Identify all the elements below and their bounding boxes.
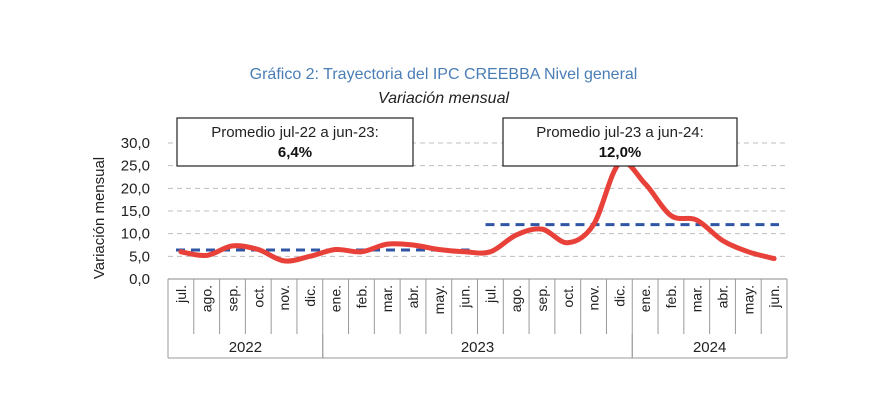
y-tick-label: 20,0	[121, 180, 150, 197]
y-axis-label: Variación mensual	[91, 157, 108, 279]
x-tick-label: dic.	[302, 285, 318, 307]
x-tick-label: sep.	[224, 285, 240, 311]
x-tick-label: ene.	[637, 285, 653, 312]
average-box	[502, 117, 738, 167]
average-lines	[176, 223, 779, 252]
x-tick-label: dic.	[611, 285, 627, 307]
y-tick-label: 10,0	[121, 226, 150, 243]
chart-title: Gráfico 2: Trayectoria del IPC CREEBBA N…	[249, 66, 638, 83]
x-tick-label: mar.	[689, 285, 705, 312]
x-tick-label: oct.	[560, 285, 576, 308]
x-tick-label: may.	[431, 285, 447, 314]
x-tick-label: abr.	[715, 285, 731, 308]
x-tick-label: mar.	[379, 285, 395, 312]
year-label: 2023	[461, 339, 494, 356]
x-tick-label: may.	[740, 285, 756, 314]
year-label: 2022	[229, 339, 262, 356]
average-box	[176, 117, 414, 167]
average-box-value: 12,0%	[599, 144, 642, 161]
average-box-value: 6,4%	[278, 144, 312, 161]
y-tick-label: 0,0	[129, 271, 150, 288]
x-tick-label: jul.	[482, 285, 498, 304]
x-tick-label: feb.	[663, 285, 679, 308]
y-tick-label: 5,0	[129, 248, 150, 265]
x-tick-label: ago.	[199, 285, 215, 312]
y-tick-label: 25,0	[121, 158, 150, 175]
chart-subtitle: Variación mensual	[377, 90, 510, 107]
x-tick-label: oct.	[250, 285, 266, 308]
x-tick-label: feb.	[353, 285, 369, 308]
x-tick-label: jul.	[173, 285, 189, 304]
y-tick-label: 15,0	[121, 203, 150, 220]
average-box-label: Promedio jul-22 a jun-23:	[211, 124, 379, 141]
average-box-label: Promedio jul-23 a jun-24:	[536, 124, 704, 141]
x-tick-label: nov.	[586, 285, 602, 310]
x-tick-label: jun.	[457, 285, 473, 309]
x-tick-label: ene.	[328, 285, 344, 312]
x-tick-label: nov.	[276, 285, 292, 310]
y-tick-label: 30,0	[121, 135, 150, 152]
x-axis: jul. ago. sep. oct. nov. dic. ene. feb. mar. abr.…	[167, 278, 788, 359]
series-path	[178, 159, 777, 264]
year-label: 2024	[693, 339, 726, 356]
x-tick-label: ago.	[508, 285, 524, 312]
series-line	[178, 159, 777, 264]
x-tick-label: abr.	[405, 285, 421, 308]
y-axis-ticks: 0,0 5,0 10,0 15,0 20,0 25,0 30,0	[121, 135, 150, 288]
x-tick-label: sep.	[534, 285, 550, 311]
average-boxes: Promedio jul-22 a jun-23: 6,4% Promedio ju…	[176, 117, 738, 167]
x-tick-label: jun.	[766, 285, 782, 309]
